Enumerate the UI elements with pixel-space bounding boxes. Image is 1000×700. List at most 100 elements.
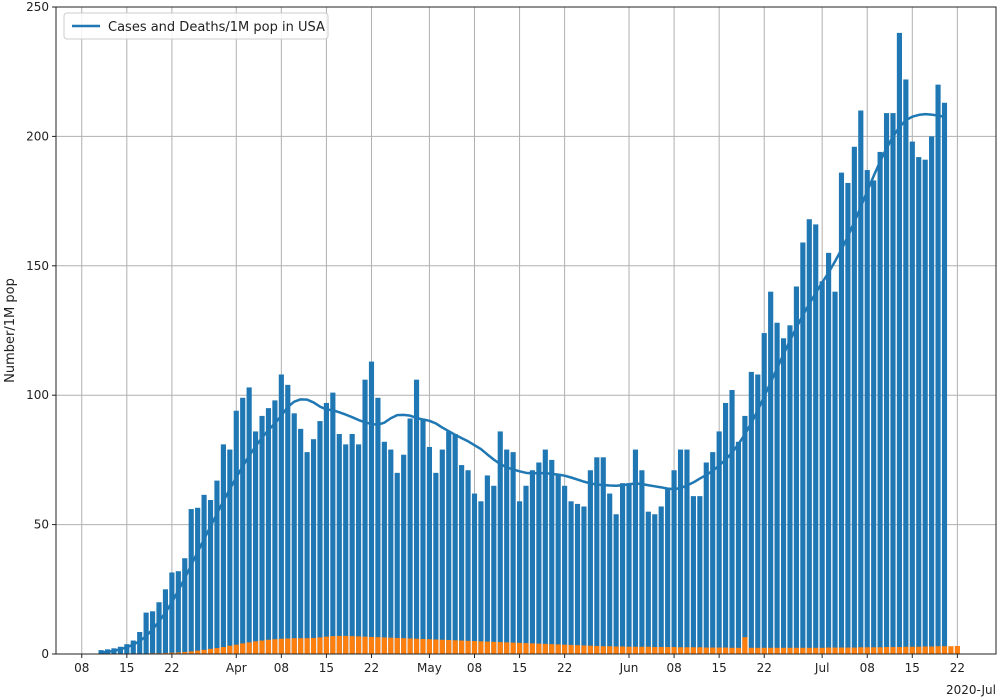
bar-deaths: [716, 647, 722, 654]
bar-deaths: [516, 642, 523, 654]
x-tick-label: 15: [119, 661, 134, 675]
bar-cases: [497, 431, 503, 654]
bar-deaths: [259, 640, 265, 654]
bar-deaths: [742, 637, 748, 654]
bar-deaths: [542, 643, 548, 654]
legend-entry: Cases and Deaths/1M pop in USA: [108, 20, 325, 35]
bar-cases: [929, 136, 935, 654]
bar-cases: [832, 291, 838, 654]
bar-deaths: [871, 647, 877, 654]
bar-cases: [491, 485, 497, 654]
bar-cases: [838, 172, 845, 654]
bar-deaths: [684, 647, 690, 654]
bar-deaths: [298, 638, 304, 654]
y-tick-label: 100: [26, 388, 49, 402]
bar-deaths: [909, 646, 915, 654]
bar-deaths: [677, 647, 684, 654]
legend: Cases and Deaths/1M pop in USA: [63, 12, 329, 40]
bar-deaths: [510, 642, 516, 654]
bar-cases: [864, 170, 870, 654]
bar-deaths: [587, 645, 593, 654]
bar-cases: [542, 449, 548, 654]
x-tick-label: 08: [860, 661, 875, 675]
bar-deaths: [671, 647, 677, 654]
bar-deaths: [253, 641, 259, 654]
bar-deaths: [375, 637, 381, 654]
bar-cases: [317, 421, 323, 654]
bar-cases: [645, 511, 651, 654]
bar-cases: [600, 457, 606, 654]
bar-cases: [150, 611, 156, 654]
bar-deaths: [356, 636, 362, 654]
y-tick-label: 50: [34, 518, 49, 532]
bar-deaths: [407, 638, 413, 654]
bar-cases: [349, 434, 355, 654]
bar-deaths: [948, 646, 954, 654]
bar-deaths: [941, 646, 948, 654]
bar-cases: [755, 374, 761, 654]
bar-cases: [903, 79, 909, 655]
bar-cases: [143, 612, 149, 654]
bar-deaths: [278, 638, 284, 654]
bar-deaths: [819, 647, 825, 654]
bar-cases: [652, 514, 658, 654]
bar-deaths: [613, 646, 619, 654]
x-tick-label: Jul: [814, 661, 829, 675]
bar-deaths: [265, 639, 272, 654]
bar-cases: [922, 159, 928, 654]
bar-deaths: [272, 639, 278, 654]
bar-deaths: [439, 639, 445, 654]
bar-deaths: [620, 646, 626, 654]
bar-cases: [510, 452, 516, 654]
bar-deaths: [317, 637, 323, 654]
bar-cases: [941, 102, 948, 655]
bar-cases: [137, 632, 143, 654]
bar-deaths: [330, 636, 336, 654]
bar-cases: [439, 449, 445, 654]
bar-cases: [587, 470, 593, 654]
bar-deaths: [594, 645, 600, 654]
bar-cases: [710, 452, 716, 654]
bar-deaths: [652, 647, 658, 654]
bar-cases: [368, 361, 375, 654]
bar-deaths: [504, 642, 510, 654]
bar-cases: [484, 475, 490, 654]
bar-cases: [806, 219, 812, 654]
bar-deaths: [291, 638, 297, 654]
bars: [98, 32, 960, 655]
bar-deaths: [793, 647, 799, 654]
bar-deaths: [381, 637, 387, 654]
bar-deaths: [645, 646, 651, 654]
bar-deaths: [710, 647, 716, 654]
bar-cases: [175, 571, 181, 654]
bar-deaths: [394, 637, 400, 654]
bar-deaths: [723, 647, 729, 654]
bar-deaths: [562, 644, 568, 654]
bar-cases: [381, 441, 387, 654]
bar-deaths: [426, 639, 432, 654]
bar-deaths: [420, 638, 426, 654]
bar-cases: [388, 449, 394, 654]
bar-cases: [523, 485, 529, 654]
bar-deaths: [838, 647, 845, 654]
bar-cases: [793, 286, 799, 654]
bar-cases: [890, 113, 896, 654]
bar-deaths: [549, 644, 555, 654]
y-tick-label: 0: [41, 647, 49, 661]
bar-cases: [220, 444, 226, 654]
bar-deaths: [555, 644, 561, 654]
bar-cases: [671, 470, 677, 654]
bar-cases: [330, 392, 336, 654]
bar-deaths: [845, 647, 851, 654]
bar-deaths: [935, 646, 941, 654]
bar-cases: [182, 558, 188, 654]
x-tick-label: 15: [512, 661, 527, 675]
bar-cases: [574, 503, 581, 654]
bar-cases: [748, 371, 754, 654]
bar-cases: [285, 384, 291, 654]
y-tick-label: 250: [26, 0, 49, 14]
bar-deaths: [774, 647, 780, 654]
bar-deaths: [896, 647, 902, 654]
bar-deaths: [787, 647, 793, 654]
